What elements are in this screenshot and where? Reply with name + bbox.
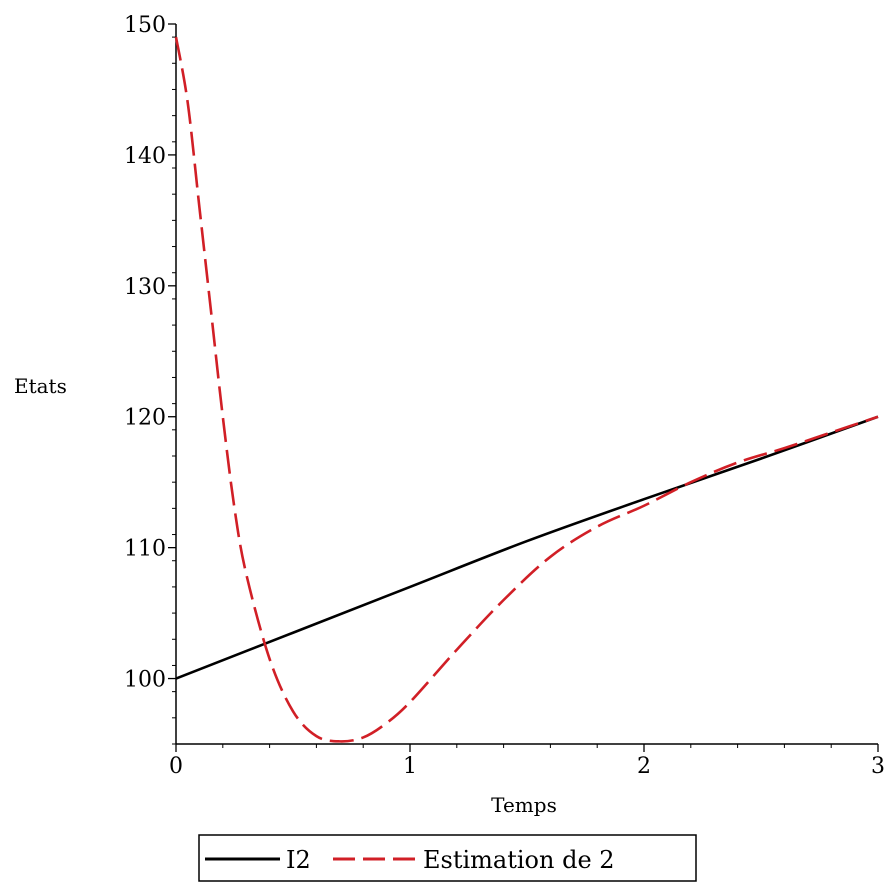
y-axis-title: Etats [14,374,67,398]
y-tick-label: 130 [124,275,166,300]
legend-label-i2: I2 [286,846,311,874]
x-tick-label: 1 [403,754,417,779]
y-tick-label: 140 [124,144,166,169]
x-tick-label: 2 [637,754,651,779]
x-tick-label: 3 [871,754,885,779]
axes [175,24,878,745]
y-tick-label: 100 [124,668,166,693]
legend: I2 Estimation de 2 [198,834,697,882]
x-tick-label: 0 [169,754,183,779]
y-tick-label: 120 [124,406,166,431]
series-line-i2 [175,415,879,680]
legend-label-estimation: Estimation de 2 [423,846,615,874]
y-tick-label: 150 [124,13,166,38]
y-tick-label: 110 [124,537,166,562]
tick-labels: 100 110 120 130 140 150 0 1 2 3 [124,13,885,779]
tick-marks [168,23,879,752]
x-axis-title: Temps [491,793,557,817]
series-lines [174,36,879,743]
series-line-estimation [174,36,879,743]
legend-box [198,834,697,882]
